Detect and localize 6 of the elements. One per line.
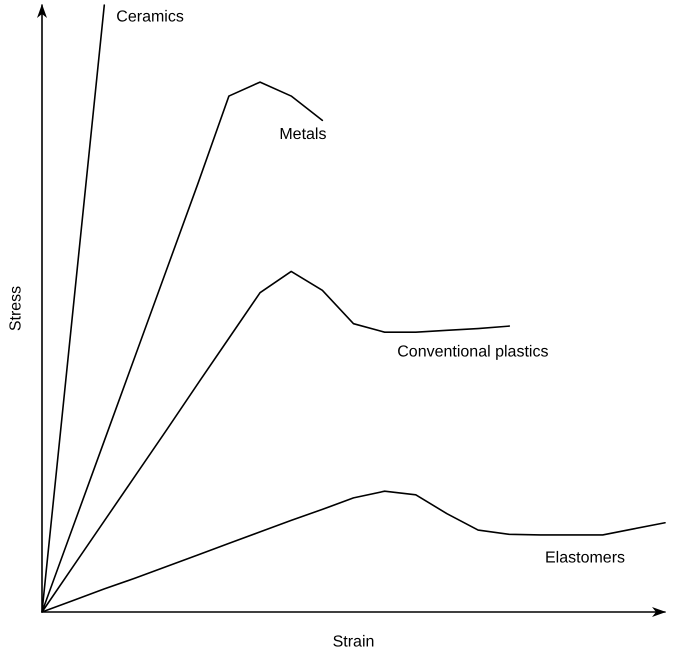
y-axis-title: Stress xyxy=(8,286,24,332)
x-axis-title: Strain xyxy=(332,634,374,650)
series-label: Ceramics xyxy=(116,8,184,26)
series-label: Metals xyxy=(279,126,326,143)
series-label: Conventional plastics xyxy=(397,344,548,361)
series-label: Elastomers xyxy=(545,549,626,566)
